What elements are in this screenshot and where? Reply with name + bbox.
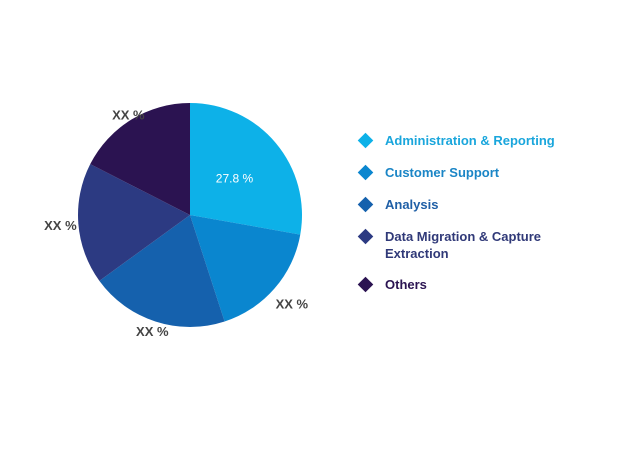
legend-diamond-icon — [357, 132, 374, 149]
legend-item-data-migration: Data Migration & Capture Extraction — [356, 228, 606, 262]
data-label-administration-reporting: 27.8 % — [216, 172, 254, 186]
data-label-analysis: XX % — [136, 324, 169, 339]
pie-slice-customer-support — [190, 215, 301, 322]
legend-diamond-icon — [357, 276, 374, 293]
legend-diamond-icon — [357, 228, 374, 245]
legend-label: Customer Support — [385, 165, 500, 180]
pie-slice-administration-reporting — [190, 103, 302, 235]
legend-label: Others — [385, 277, 427, 292]
pie-slices — [78, 103, 302, 328]
legend-item-analysis: Analysis — [356, 196, 606, 213]
legend-diamond-icon — [357, 196, 374, 213]
data-label-customer-support: XX % — [276, 297, 309, 312]
data-label-data-migration: XX % — [44, 218, 77, 233]
legend-label: Analysis — [385, 197, 439, 212]
legend-label: Administration & Reporting — [385, 133, 555, 148]
pie-slice-others — [90, 103, 190, 215]
legend-item-administration-reporting: Administration & Reporting — [356, 132, 606, 149]
legend-item-customer-support: Customer Support — [356, 164, 606, 181]
pie-slice-analysis — [99, 215, 225, 328]
pie-slice-data-migration — [78, 164, 190, 281]
legend-diamond-icon — [357, 164, 374, 181]
legend-label: Data Migration & Capture Extraction — [385, 229, 542, 261]
pie-data-labels: 27.8 % XX % XX % XX % XX % — [44, 107, 308, 339]
legend: Administration & Reporting Customer Supp… — [356, 132, 606, 308]
legend-item-others: Others — [356, 276, 606, 293]
data-label-others: XX % — [112, 107, 145, 122]
